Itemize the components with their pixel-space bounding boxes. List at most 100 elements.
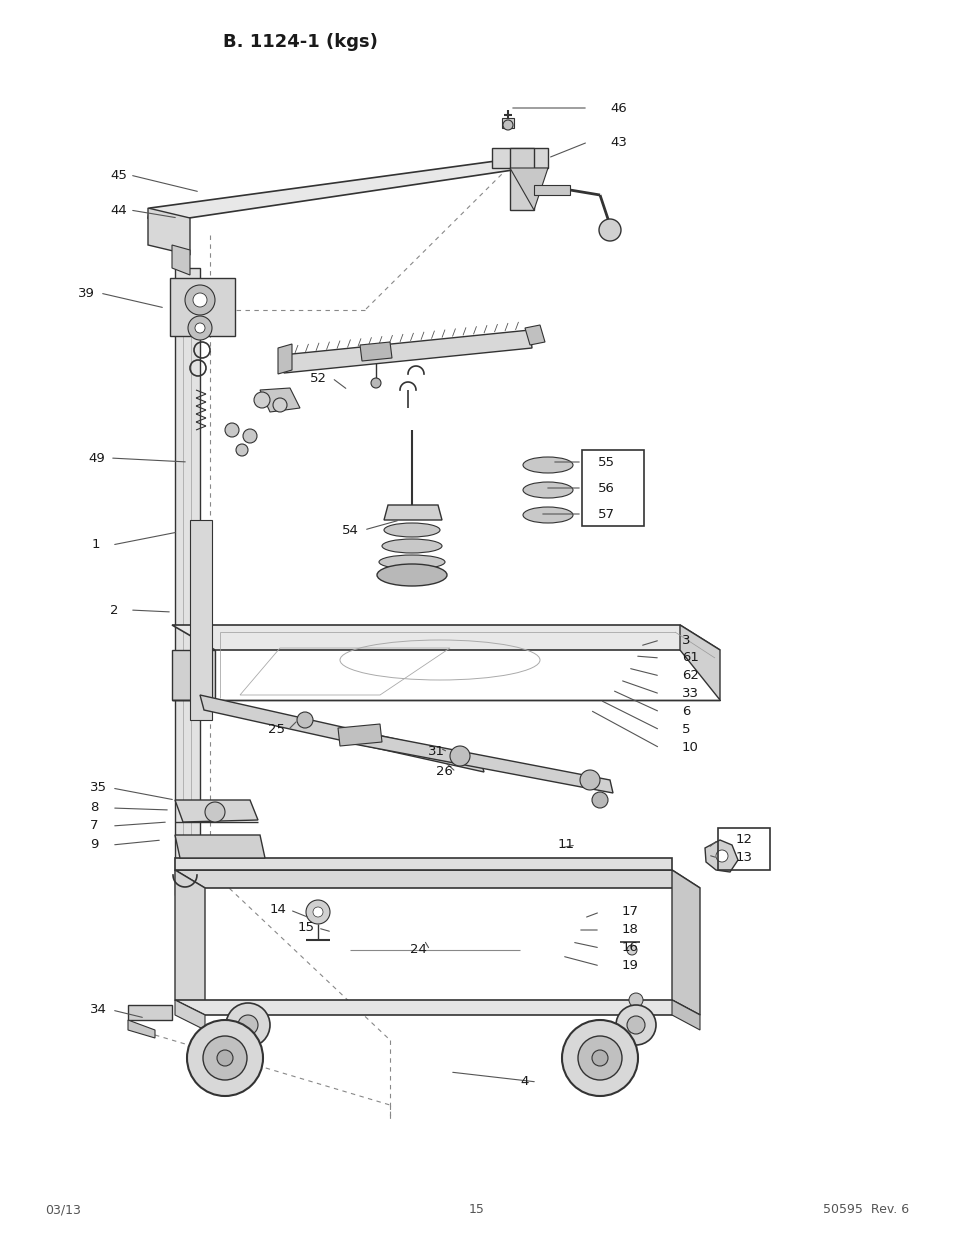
Polygon shape	[174, 869, 700, 888]
Circle shape	[203, 1036, 247, 1079]
Ellipse shape	[522, 508, 573, 522]
Polygon shape	[679, 625, 720, 700]
Circle shape	[216, 1050, 233, 1066]
Circle shape	[628, 993, 642, 1007]
Circle shape	[306, 900, 330, 924]
Text: 50595  Rev. 6: 50595 Rev. 6	[822, 1203, 908, 1216]
Text: 03/13: 03/13	[45, 1203, 81, 1216]
Text: 8: 8	[90, 802, 98, 815]
Circle shape	[578, 1036, 621, 1079]
Circle shape	[193, 293, 207, 308]
Text: 9: 9	[90, 839, 98, 851]
Circle shape	[371, 378, 380, 388]
Text: 55: 55	[598, 456, 615, 468]
Polygon shape	[339, 727, 613, 793]
Text: 35: 35	[90, 782, 107, 794]
Text: 43: 43	[609, 136, 626, 148]
Polygon shape	[174, 869, 205, 1015]
Bar	[501, 119, 514, 128]
Text: 61: 61	[681, 652, 699, 664]
Polygon shape	[260, 388, 299, 412]
Circle shape	[313, 906, 323, 918]
Polygon shape	[148, 207, 190, 254]
Polygon shape	[384, 505, 441, 520]
Text: 15: 15	[297, 921, 314, 935]
Polygon shape	[174, 1000, 700, 1015]
Polygon shape	[174, 858, 671, 869]
Text: 4: 4	[519, 1076, 528, 1088]
Polygon shape	[172, 625, 720, 650]
Text: 34: 34	[90, 1004, 107, 1016]
Circle shape	[561, 1020, 638, 1095]
Circle shape	[616, 1005, 656, 1045]
Polygon shape	[359, 342, 392, 361]
Circle shape	[296, 713, 313, 727]
Text: 31: 31	[428, 746, 444, 758]
Polygon shape	[174, 1000, 205, 1030]
Polygon shape	[172, 245, 190, 275]
Text: 15: 15	[469, 1203, 484, 1216]
Text: 39: 39	[78, 287, 94, 300]
Polygon shape	[148, 156, 539, 222]
Text: 56: 56	[598, 482, 615, 494]
Text: 18: 18	[621, 924, 639, 936]
Text: 6: 6	[681, 705, 690, 719]
Circle shape	[205, 802, 225, 823]
Bar	[718, 827, 769, 869]
Polygon shape	[534, 185, 569, 195]
Text: 5: 5	[681, 724, 690, 736]
Polygon shape	[200, 695, 483, 772]
Bar	[170, 278, 234, 336]
Text: 12: 12	[735, 834, 752, 846]
Circle shape	[502, 120, 513, 130]
Text: 45: 45	[110, 168, 127, 182]
Text: 49: 49	[88, 452, 105, 464]
Circle shape	[225, 424, 239, 437]
Ellipse shape	[381, 538, 441, 553]
Polygon shape	[128, 1005, 172, 1020]
Polygon shape	[492, 148, 547, 168]
Text: 62: 62	[681, 669, 699, 683]
Circle shape	[579, 769, 599, 790]
Circle shape	[253, 391, 270, 408]
Circle shape	[598, 219, 620, 241]
Text: 17: 17	[621, 905, 639, 919]
Circle shape	[235, 445, 248, 456]
Polygon shape	[524, 325, 544, 345]
Bar	[581, 450, 643, 526]
Text: 52: 52	[310, 372, 327, 384]
Text: B. 1124-1 (kgs): B. 1124-1 (kgs)	[222, 33, 377, 51]
Polygon shape	[510, 148, 534, 210]
Circle shape	[592, 792, 607, 808]
Text: 3: 3	[681, 634, 690, 646]
Polygon shape	[510, 168, 547, 210]
Text: 25: 25	[268, 724, 285, 736]
Text: 13: 13	[735, 851, 752, 864]
Text: 19: 19	[621, 960, 639, 972]
Text: 16: 16	[621, 941, 639, 955]
Polygon shape	[337, 724, 381, 746]
Text: 10: 10	[681, 741, 699, 755]
Text: 7: 7	[90, 820, 98, 832]
Ellipse shape	[522, 457, 573, 473]
Text: 46: 46	[609, 101, 626, 115]
Circle shape	[592, 1050, 607, 1066]
Ellipse shape	[378, 555, 444, 569]
Polygon shape	[282, 330, 532, 373]
Polygon shape	[671, 869, 700, 1015]
Polygon shape	[671, 1000, 700, 1030]
Circle shape	[450, 746, 470, 766]
Polygon shape	[174, 800, 257, 823]
Text: 26: 26	[436, 766, 453, 778]
Polygon shape	[174, 835, 265, 858]
Circle shape	[164, 226, 175, 238]
Ellipse shape	[522, 482, 573, 498]
Circle shape	[194, 324, 205, 333]
Polygon shape	[172, 650, 214, 700]
Ellipse shape	[384, 522, 439, 537]
Text: 33: 33	[681, 688, 699, 700]
Text: 2: 2	[110, 604, 118, 616]
Circle shape	[626, 945, 637, 955]
Text: 14: 14	[270, 904, 287, 916]
Text: 54: 54	[341, 524, 358, 536]
